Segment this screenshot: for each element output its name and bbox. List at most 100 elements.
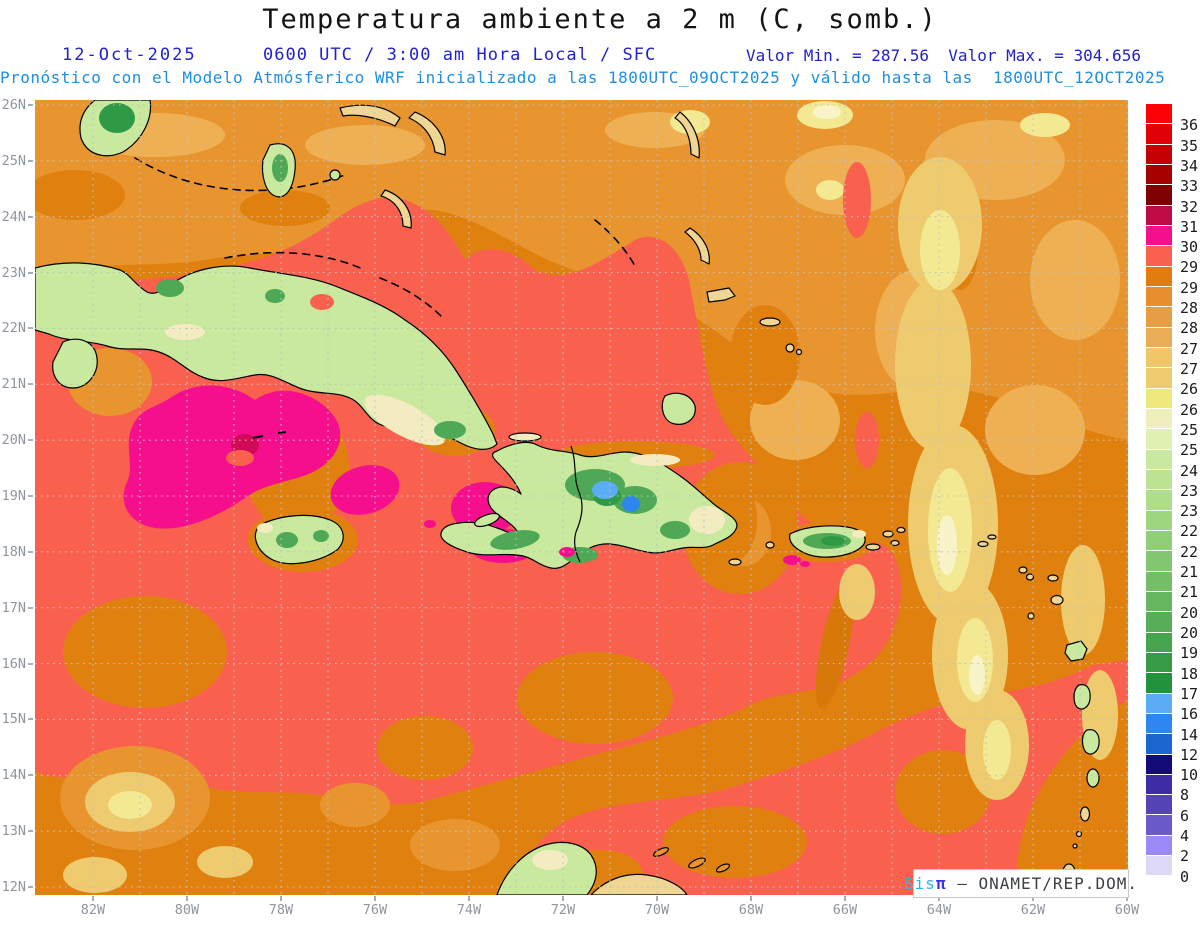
colorbar-label: 25 (1180, 441, 1199, 460)
colorbar-cell (1146, 876, 1172, 896)
lon-label: 78W (268, 902, 294, 918)
longitude-axis: 82W 80W 78W 76W 74W 72W 70W 68W 66W 64W 62W 60W (35, 895, 1139, 925)
lat-label: 17N (1, 599, 26, 616)
island-vieques (865, 543, 881, 551)
island-st-croix (890, 539, 900, 547)
lat-label: 22N (1, 320, 26, 337)
colorbar-label: 25.5 (1180, 420, 1200, 439)
guajira-warm (532, 850, 568, 870)
island-guadeloupe (1064, 640, 1088, 662)
lon-label: 80W (174, 902, 200, 918)
hispaniola-coastal-warm (630, 454, 680, 466)
colorbar-cell (1146, 530, 1172, 551)
lon-label: 62W (1020, 902, 1046, 918)
lat-tick (28, 662, 33, 665)
lat-label: 23N (1, 264, 26, 281)
colorbar-label: 22 (1180, 542, 1199, 561)
cool-patch (108, 791, 152, 819)
cuba-north-cays (379, 277, 444, 319)
cuba-coastal-warm (364, 394, 446, 446)
colorbar-cell (1146, 693, 1172, 713)
island-martinique (1081, 729, 1100, 755)
colorbar-cell (1146, 185, 1172, 205)
colorbar-cell (1146, 368, 1172, 388)
island-grenadines (1072, 843, 1078, 849)
lon-tick (562, 896, 564, 901)
orange-patch (240, 190, 330, 226)
lat-label: 19N (1, 487, 26, 504)
colorbar-label: 21.5 (1180, 563, 1200, 582)
lon-label: 70W (644, 902, 670, 918)
island-long-island (684, 227, 710, 265)
lat-label: 16N (1, 655, 26, 672)
island-abaco (408, 111, 446, 156)
colorbar-cell (1146, 632, 1172, 652)
forecast-line: Pronóstico con el Modelo Atmósferico WRF… (0, 68, 1166, 87)
warm-spot (813, 105, 841, 119)
lon-tick (280, 896, 282, 901)
island-cat (674, 111, 700, 159)
lon-label: 60W (1114, 902, 1140, 918)
orange-patch (63, 596, 227, 708)
colorbar-cell (1146, 449, 1172, 469)
island-cayman (252, 435, 264, 439)
lat-tick (28, 104, 33, 106)
colorbar-label: 29 (1180, 278, 1199, 297)
cool-streak (839, 564, 875, 620)
cuba-coastal-warm (165, 324, 205, 340)
island-saona (728, 558, 742, 566)
colorbar-cell (1146, 856, 1172, 876)
orange-patch (730, 305, 800, 405)
lat-label: 13N (1, 823, 26, 840)
island-barbuda (1047, 574, 1059, 582)
colorbar-cell (1146, 551, 1172, 571)
tan-patch (320, 783, 390, 827)
colorbar-label: 34 (1180, 156, 1199, 175)
hispaniola-mountains (660, 521, 690, 539)
colorbar-cell (1146, 734, 1172, 754)
colorbar-label: 4 (1180, 827, 1190, 846)
cool-streak-core (983, 720, 1011, 780)
jamaica-mountains (313, 530, 329, 542)
colorbar-cell (1146, 612, 1172, 632)
latitude-axis: 26N 25N 24N 23N 22N 21N 20N 19N 18N 17N 16N 15N 14N 1… (0, 97, 33, 895)
lat-tick (28, 439, 33, 442)
lat-tick (28, 606, 33, 609)
lat-tick (28, 550, 33, 553)
colorbar-cell (1146, 205, 1172, 225)
colorbar-label: 21 (1180, 583, 1199, 602)
florida-cool-core (99, 103, 135, 133)
colorbar-label: 0 (1180, 867, 1190, 886)
cold-peak-spot (592, 481, 618, 499)
colorbar-label: 17 (1180, 684, 1199, 703)
temperature-colorbar (1146, 104, 1172, 896)
colorbar-cell (1146, 754, 1172, 774)
island-jamaica (254, 514, 344, 565)
colorbar-cell (1146, 347, 1172, 368)
colorbar-label: 23 (1180, 502, 1199, 521)
lon-tick (186, 896, 188, 901)
lon-label: 72W (550, 902, 576, 918)
colorbar-cell (1146, 104, 1172, 124)
dark-orange-streak (815, 581, 855, 709)
island-great-inagua (661, 392, 696, 425)
lat-tick (28, 830, 33, 833)
colorbar-label: 33 (1180, 177, 1199, 196)
lon-tick (468, 896, 470, 901)
lat-tick (28, 271, 33, 274)
cuba-mountains (434, 421, 466, 439)
tan-patch (1030, 220, 1120, 340)
colorbar-cell (1146, 815, 1172, 835)
colorbar-label: 22.5 (1180, 522, 1200, 541)
colorbar-cell (1146, 124, 1172, 144)
lon-tick (938, 896, 940, 901)
temperature-map (25, 99, 1129, 896)
valid-time: 0600 UTC / 3:00 am Hora Local / SFC (263, 45, 657, 65)
lat-tick (28, 159, 33, 162)
colorbar-cell (1146, 286, 1172, 307)
island-isla-juventud (52, 338, 98, 389)
cuba-mountains (265, 289, 285, 303)
lat-label: 26N (1, 97, 26, 113)
colorbar-label: 36 (1180, 116, 1199, 135)
lon-label: 74W (456, 902, 482, 918)
